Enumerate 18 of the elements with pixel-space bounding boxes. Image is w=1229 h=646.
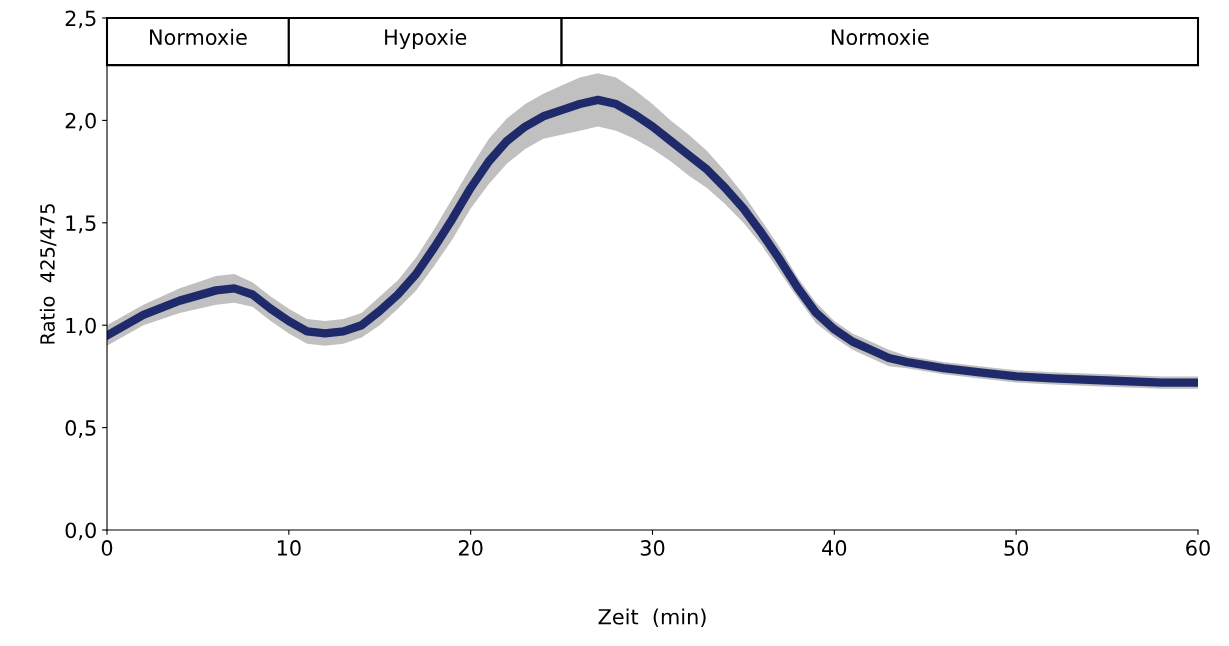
y-tick-label: 2,0 [65,112,96,131]
x-tick-label: 10 [277,540,301,556]
band-label: Normoxie [150,28,247,46]
band-label: Hypoxie [385,28,467,50]
x-axis-title: Zeit (min) [598,608,706,628]
y-tick-label: 0,0 [65,522,96,541]
y-tick-label: 0,5 [65,420,96,438]
x-tick-label: 20 [458,540,483,556]
y-tick-label: 2,5 [65,10,96,29]
x-tick-label: 0 [101,540,113,556]
y-tick-label: 1,5 [66,215,96,234]
y-axis-title: Ratio 425/475 [39,204,57,344]
band-label: Normoxie [831,28,929,46]
y-tick-label: 1,0 [66,317,96,336]
x-tick-label: 60 [1186,540,1210,556]
x-tick-label: 30 [640,540,665,556]
x-tick-label: 50 [1004,540,1029,556]
x-tick-label: 40 [822,540,847,556]
